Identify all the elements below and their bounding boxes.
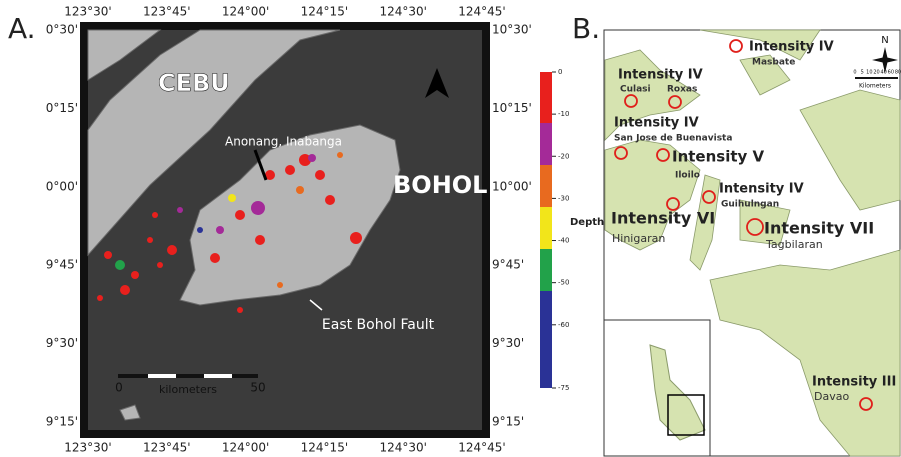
place-label: Hinigaran [612,232,665,245]
x-tick-label: 124°15' [301,5,348,19]
place-label: Guihulngan [721,200,779,210]
place-label: San Jose de Buenavista [614,134,732,144]
intensity-label: Intensity IV [614,116,699,131]
scale-label: 80 [895,70,901,76]
intensity-label: Intensity VI [611,209,715,228]
x-tick-label: 124°30' [379,441,426,455]
scale-label: 5 [861,70,864,76]
scale-label: 40 [880,70,886,76]
intensity-label: Intensity III [812,375,896,390]
y-tick-label: 9°15' [492,415,524,429]
x-tick-label: 124°00' [222,5,269,19]
scale-label: 60 [888,70,894,76]
place-label: Davao [814,390,849,403]
scale-label: 20 [873,70,879,76]
panel-label: A. [8,12,36,45]
colorbar-tick-label: 0 [558,68,562,76]
x-tick-label: 123°30' [64,441,111,455]
colorbar-tick-label: -30 [558,194,569,202]
x-tick-label: 123°45' [143,441,190,455]
y-tick-label: 9°15' [46,415,78,429]
y-tick-label: 0°30' [46,23,78,37]
place-label: Culasi [620,85,651,95]
place-label: CEBU [158,69,230,97]
scale-label: 0 [115,381,123,395]
y-tick-label: 9°45' [46,258,78,272]
scale-label: 10 [866,70,872,76]
fault-label: East Bohol Fault [322,317,435,333]
colorbar-tick-label: -50 [558,279,569,287]
y-tick-label: 0°00' [46,179,78,193]
intensity-label: Intensity IV [719,182,804,197]
place-label: Roxas [667,85,697,95]
x-tick-label: 124°15' [301,441,348,455]
x-tick-label: 124°45' [458,441,505,455]
y-tick-label: 9°30' [492,336,524,350]
y-tick-label: 0°15' [46,101,78,115]
intensity-label: Intensity IV [749,40,834,55]
scale-label: 50 [250,381,265,395]
y-tick-label: 9°45' [492,258,524,272]
intensity-label: Intensity IV [618,68,703,83]
colorbar [540,72,552,388]
colorbar-tick-label: -10 [558,110,569,118]
intensity-label: Intensity V [672,148,765,166]
x-tick-label: 123°30' [64,5,111,19]
colorbar-tick-label: -75 [558,384,569,392]
place-label: Iloilo [675,171,700,181]
place-label: Masbate [752,58,795,68]
x-tick-label: 124°00' [222,441,269,455]
y-tick-label: 9°30' [46,336,78,350]
place-label: BOHOL [393,171,487,199]
x-tick-label: 124°30' [379,5,426,19]
scale-label: 0 [853,70,856,76]
compass-label: N [881,35,888,46]
colorbar-tick-label: -40 [558,237,569,245]
panel-label: B. [572,12,600,45]
y-tick-label: 10°30' [492,23,532,37]
y-tick-label: 10°15' [492,101,532,115]
figure: A. CEBU BOHOL Anonang, Inabanga East Boh… [0,0,901,457]
x-tick-label: 124°45' [458,5,505,19]
colorbar-tick-label: -60 [558,321,569,329]
scale-unit: kilometers [159,383,217,396]
scale-bar [118,374,258,378]
scale-unit: Kilometers [859,83,891,90]
epicenter-label: Anonang, Inabanga [225,135,342,149]
place-label: Tagbilaran [765,238,823,251]
x-tick-label: 123°45' [143,5,190,19]
colorbar-tick-label: -20 [558,152,569,160]
intensity-label: Intensity VII [764,219,874,238]
y-tick-label: 10°00' [492,179,532,193]
